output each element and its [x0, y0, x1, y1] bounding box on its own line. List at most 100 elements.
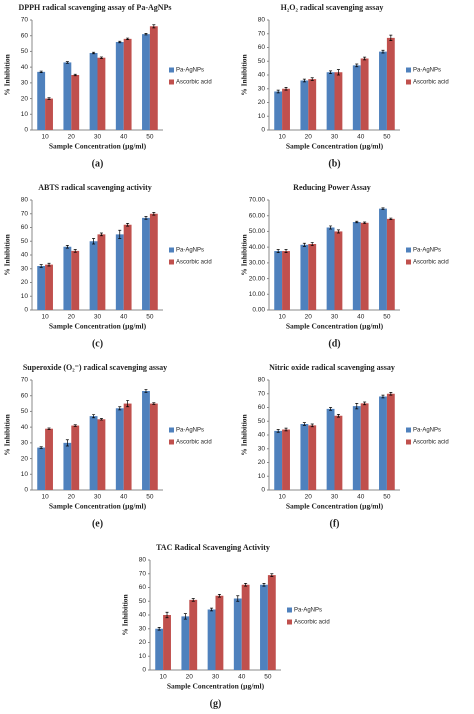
x-tick-label: 40 [357, 314, 365, 321]
error-bar [152, 402, 156, 405]
error-bar [262, 583, 266, 587]
legend-swatch [287, 607, 292, 613]
x-axis-label: Sample Concentration (µg/ml) [167, 682, 265, 691]
y-tick-label: 80 [139, 557, 147, 564]
y-tick-label: 10 [258, 113, 266, 120]
bar [89, 53, 98, 130]
bar [308, 244, 317, 310]
bar [97, 57, 106, 130]
error-bar [270, 573, 274, 577]
bar [142, 217, 150, 310]
error-bar [302, 422, 306, 426]
error-bar [126, 223, 130, 227]
y-tick-label: 40.00 [249, 244, 266, 251]
x-tick-label: 20 [305, 134, 313, 141]
x-tick-label: 40 [357, 134, 365, 141]
y-tick-label: 50 [258, 58, 266, 65]
bar [163, 615, 171, 670]
error-bar [126, 400, 130, 408]
x-tick-label: 20 [68, 314, 76, 321]
x-tick-label: 40 [357, 494, 365, 501]
error-bar [363, 221, 367, 224]
bar [123, 224, 132, 310]
y-tick-label: 50 [21, 48, 29, 55]
error-bar [152, 212, 156, 216]
bar [71, 425, 80, 490]
error-bar [276, 249, 280, 253]
error-bar [389, 217, 393, 220]
y-tick-label: 60.00 [249, 212, 266, 219]
panel-label: (c) [92, 338, 103, 349]
legend-swatch [406, 427, 411, 433]
bar [97, 234, 106, 310]
error-bar [284, 427, 288, 432]
legend-swatch [169, 427, 174, 433]
bar [308, 79, 317, 130]
bar [63, 246, 72, 310]
y-tick-label: 40 [21, 64, 29, 71]
x-tick-label: 10 [41, 314, 49, 321]
error-bar [47, 97, 51, 100]
bar [142, 391, 150, 490]
bar [282, 429, 290, 490]
error-bar [47, 262, 51, 267]
error-bar [165, 611, 169, 619]
legend-label: Pa-AgNPs [176, 68, 204, 74]
y-axis-label: % Inhibition [121, 593, 130, 635]
y-tick-label: 10 [21, 111, 29, 118]
bar [71, 250, 80, 310]
error-bar [381, 394, 385, 399]
y-tick-label: 30 [139, 625, 147, 632]
y-tick-label: 20 [258, 99, 266, 106]
y-tick-label: 20 [21, 455, 29, 462]
error-bar [99, 418, 103, 421]
bar [379, 396, 387, 490]
legend-label: Pa-AgNPs [294, 608, 322, 614]
y-tick-label: 0 [261, 127, 265, 134]
error-bar [336, 414, 340, 418]
bar [352, 65, 361, 130]
legend-swatch [406, 79, 411, 85]
legend-swatch [406, 67, 411, 73]
bar [115, 234, 124, 310]
bar [334, 231, 343, 310]
y-tick-label: 30 [258, 85, 266, 92]
legend-label: Pa-AgNPs [413, 68, 441, 74]
y-tick-label: 10 [258, 473, 266, 480]
y-tick-label: 60 [21, 224, 29, 231]
bar [360, 222, 369, 310]
y-axis-label: % Inhibition [240, 413, 249, 455]
legend-swatch [406, 247, 411, 253]
bar [215, 595, 224, 670]
legend-swatch [169, 247, 174, 253]
chart-title: Reducing Power Assay [293, 183, 371, 192]
bar [267, 575, 276, 670]
bar [149, 213, 158, 310]
x-tick-label: 40 [120, 134, 128, 141]
legend-swatch [287, 619, 292, 625]
y-tick-label: 50 [21, 408, 29, 415]
error-bar [355, 63, 359, 68]
error-bar [310, 77, 314, 81]
bar [334, 415, 343, 490]
bar [115, 408, 124, 490]
bar [123, 38, 132, 130]
chart-title: H₂O₂ radical scavenging assay [281, 3, 384, 12]
bar [386, 218, 395, 310]
error-bar [65, 61, 69, 64]
bar [89, 241, 98, 310]
panel-label: (g) [210, 698, 222, 709]
bar [45, 98, 53, 130]
y-tick-label: 0 [24, 307, 28, 314]
y-tick-label: 30 [21, 80, 29, 87]
y-axis-label: % Inhibition [240, 53, 249, 95]
bar [123, 403, 132, 490]
bar [360, 403, 369, 490]
x-tick-label: 30 [94, 314, 102, 321]
x-axis-label: Sample Concentration (µg/ml) [49, 142, 147, 151]
panel-label: (a) [92, 158, 104, 169]
y-tick-label: 60 [258, 44, 266, 51]
x-tick-label: 20 [68, 494, 76, 501]
error-bar [39, 446, 43, 449]
y-tick-label: 0 [24, 487, 28, 494]
